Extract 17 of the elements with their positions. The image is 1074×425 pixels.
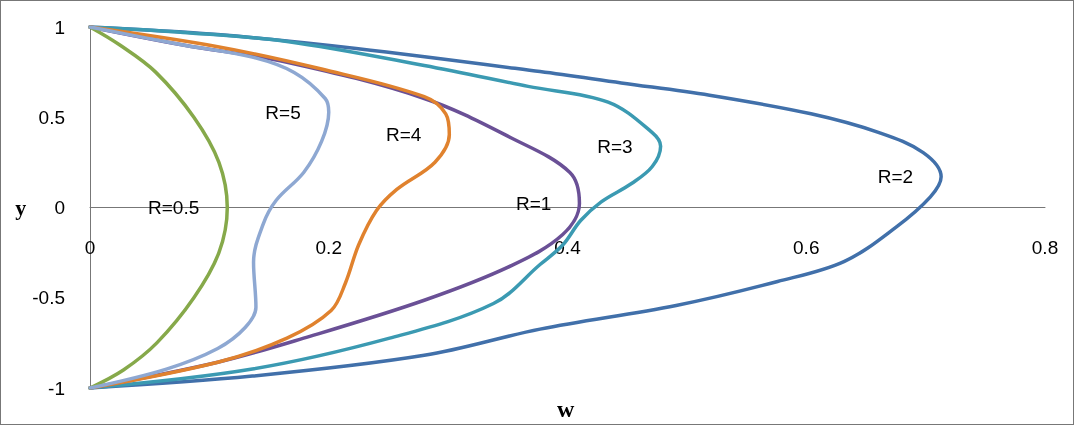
series-label: R=3: [597, 135, 633, 157]
y-tick-label: 0.5: [38, 106, 65, 128]
x-tick-label: 0.8: [1031, 236, 1059, 258]
series-label: R=5: [265, 101, 301, 123]
x-tick-label: 0: [84, 236, 96, 258]
series-label: R=4: [385, 124, 422, 146]
x-axis-title: w: [557, 396, 575, 422]
series-label: R=2: [877, 166, 914, 188]
series-label: R=0.5: [148, 197, 200, 218]
x-tick-label: 0.2: [315, 236, 342, 258]
y-tick-label: 1: [54, 16, 65, 38]
series-label: R=1: [516, 193, 552, 215]
x-tick-label: 0.6: [793, 236, 820, 258]
y-tick-label: -1: [48, 377, 65, 399]
y-tick-label: 0: [54, 197, 65, 218]
y-tick-label: -0.5: [32, 287, 65, 309]
y-axis-title: y: [15, 195, 27, 220]
